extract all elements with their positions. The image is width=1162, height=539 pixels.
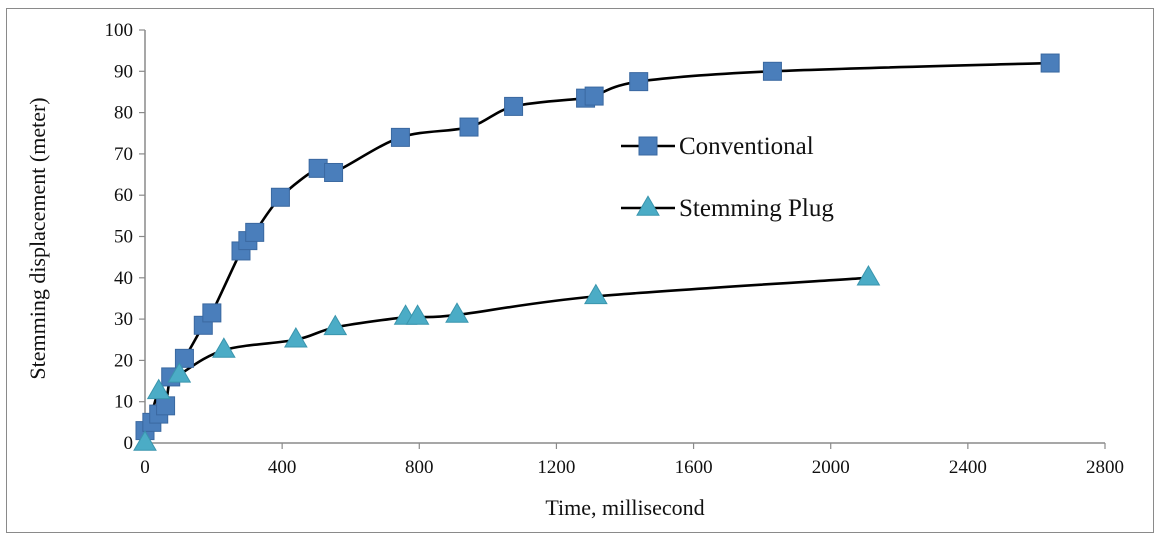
y-tick-label: 20 bbox=[114, 350, 133, 371]
legend: Conventional Stemming Plug bbox=[621, 133, 834, 222]
triangle-marker bbox=[167, 362, 192, 383]
legend-label: Conventional bbox=[679, 133, 814, 160]
x-tick-label: 400 bbox=[268, 457, 297, 478]
legend-marker bbox=[638, 136, 658, 156]
y-axis-title: Stemming displacement (meter) bbox=[25, 97, 50, 379]
series-line-1 bbox=[144, 61, 1051, 432]
triangle-marker bbox=[445, 302, 469, 323]
square-marker bbox=[156, 396, 176, 416]
triangle-marker bbox=[405, 304, 430, 325]
triangle-marker bbox=[323, 314, 348, 336]
y-tick-label: 100 bbox=[105, 20, 134, 41]
triangle-marker bbox=[211, 337, 236, 358]
legend-marker bbox=[636, 195, 660, 216]
legend-label: Stemming Plug bbox=[679, 195, 834, 222]
square-marker bbox=[245, 222, 265, 242]
y-tick-label: 30 bbox=[114, 309, 133, 330]
x-tick-label: 2000 bbox=[812, 457, 850, 478]
x-tick-label: 2400 bbox=[949, 457, 987, 478]
axes: 0 400 800 1200 1600 2000 2400 2800 0 10 20 30 40 50 60… bbox=[105, 20, 1125, 478]
triangle-marker bbox=[283, 326, 308, 348]
y-tick-label: 80 bbox=[114, 103, 133, 124]
y-tick-label: 70 bbox=[114, 144, 133, 165]
chart-frame: 0 400 800 1200 1600 2000 2400 2800 0 10 20 30 40 50 60… bbox=[6, 8, 1154, 533]
x-axis-title: Time, millisecond bbox=[545, 495, 704, 520]
y-tick-label: 60 bbox=[114, 185, 133, 206]
square-marker bbox=[174, 348, 194, 368]
series-line-2 bbox=[143, 276, 869, 444]
triangle-marker bbox=[146, 378, 171, 400]
square-marker bbox=[629, 72, 649, 92]
triangle-marker bbox=[133, 430, 157, 451]
square-marker bbox=[390, 127, 410, 147]
square-marker bbox=[270, 187, 290, 207]
y-tick-label: 0 bbox=[124, 433, 134, 454]
square-marker bbox=[324, 162, 344, 182]
triangle-marker bbox=[583, 283, 608, 305]
square-marker bbox=[584, 86, 604, 106]
square-marker bbox=[459, 117, 479, 137]
square-marker bbox=[504, 96, 524, 116]
square-marker bbox=[202, 303, 222, 323]
series-curves bbox=[143, 61, 1051, 444]
square-marker bbox=[762, 61, 782, 81]
x-tick-label: 0 bbox=[140, 457, 150, 478]
y-tick-label: 40 bbox=[114, 268, 133, 289]
x-tick-label: 2800 bbox=[1086, 457, 1124, 478]
x-tick-label: 800 bbox=[405, 457, 434, 478]
series-markers bbox=[133, 53, 1060, 451]
y-tick-label: 50 bbox=[114, 227, 133, 248]
x-tick-label: 1600 bbox=[675, 457, 713, 478]
square-marker bbox=[1040, 53, 1060, 73]
x-tick-label: 1200 bbox=[537, 457, 575, 478]
triangle-marker bbox=[856, 265, 881, 286]
chart-svg: 0 400 800 1200 1600 2000 2400 2800 0 10 20 30 40 50 60… bbox=[25, 20, 1125, 520]
y-tick-label: 10 bbox=[114, 392, 133, 413]
y-tick-label: 90 bbox=[114, 61, 133, 82]
